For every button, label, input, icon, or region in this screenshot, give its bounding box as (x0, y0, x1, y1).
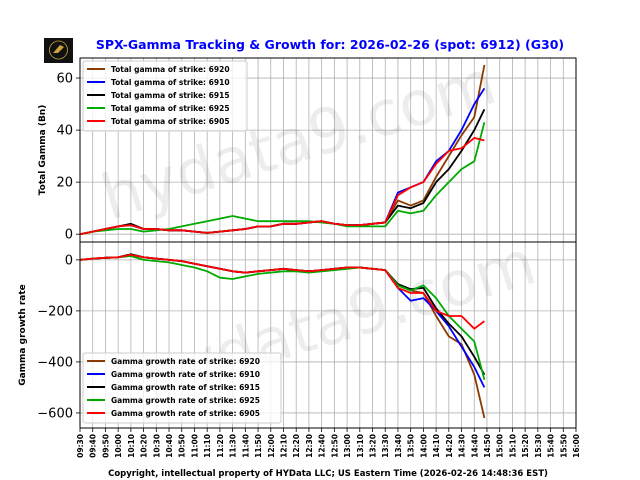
x-tick-label: 11:50 (254, 434, 263, 458)
series-line-6925 (79, 255, 486, 381)
x-tick-label: 15:00 (496, 434, 505, 458)
x-tick-label: 13:30 (381, 434, 390, 458)
series-line-6905 (79, 253, 485, 330)
legend-frame (82, 352, 282, 424)
x-tick-label: 13:10 (356, 434, 365, 458)
legend-label-6920: Total gamma of strike: 6920 (111, 65, 230, 74)
x-tick-label: 13:50 (407, 434, 416, 458)
x-tick-label: 11:10 (203, 434, 212, 458)
legend-label-6915: Gamma growth rate of strike: 6915 (111, 383, 260, 392)
x-tick-label: 11:30 (229, 434, 238, 458)
x-tick-label: 15:30 (534, 434, 543, 458)
y-tick-label: −400 (37, 355, 73, 370)
x-tick-label: 15:40 (547, 434, 556, 458)
x-tick-label: 12:30 (305, 434, 314, 458)
legend-label-6925: Total gamma of strike: 6925 (111, 104, 230, 113)
x-tick-label: 14:20 (445, 434, 454, 458)
x-tick-label: 09:50 (101, 434, 110, 458)
logo (44, 38, 73, 63)
x-tick-label: 12:50 (330, 434, 339, 458)
y-tick-label: 0 (65, 228, 73, 243)
plot-frame (79, 241, 577, 429)
footer-copyright: Copyright, intellectual property of HYDa… (108, 469, 548, 479)
x-tick-label: 14:10 (432, 434, 441, 458)
x-tick-label: 11:00 (190, 434, 199, 458)
legend-label-6905: Total gamma of strike: 6905 (111, 117, 230, 126)
y-tick-label: −200 (37, 304, 73, 319)
x-tick-label: 13:00 (343, 434, 352, 458)
x-tick-label: 15:20 (521, 434, 530, 458)
x-axis: 09:30 09:40 09:50 10:00 10:10 10:20 10:30 10:40… (76, 428, 581, 458)
x-tick-label: 14:50 (483, 434, 492, 458)
x-tick-label: 12:20 (292, 434, 301, 458)
x-tick-label: 13:20 (369, 434, 378, 458)
x-tick-label: 14:30 (458, 434, 467, 458)
series-line-6905 (79, 136, 485, 236)
x-tick-label: 10:10 (127, 434, 136, 458)
x-tick-label: 15:10 (508, 434, 517, 458)
y-tick-label: 0 (65, 253, 73, 268)
legend-label-6905: Gamma growth rate of strike: 6905 (111, 409, 260, 418)
legend-frame (82, 60, 248, 132)
series-line-6925 (79, 122, 486, 236)
x-tick-label: 15:50 (559, 434, 568, 458)
x-tick-label: 11:20 (216, 434, 225, 458)
y-tick-label: 60 (56, 72, 73, 87)
y-tick-label: −600 (37, 406, 73, 421)
y-tick-label: 20 (56, 176, 73, 191)
x-tick-label: 09:40 (89, 434, 98, 458)
x-tick-label: 14:00 (419, 434, 428, 458)
x-tick-label: 10:30 (152, 434, 161, 458)
x-tick-label: 16:00 (572, 434, 581, 458)
chart-title: SPX-Gamma Tracking & Growth for: 2026-02… (96, 37, 564, 52)
x-tick-label: 10:50 (178, 434, 187, 458)
y-axis-label: Total Gamma (Bn) (38, 105, 48, 196)
legend-label-6910: Gamma growth rate of strike: 6910 (111, 370, 260, 379)
x-tick-label: 14:40 (470, 434, 479, 458)
legend-label-6925: Gamma growth rate of strike: 6925 (111, 396, 260, 405)
x-tick-label: 12:00 (267, 434, 276, 458)
legend-label-6910: Total gamma of strike: 6910 (111, 78, 230, 87)
legend: Gamma growth rate of strike: 6920 Gamma g… (82, 352, 282, 424)
x-tick-label: 09:30 (76, 434, 85, 458)
x-tick-label: 10:20 (140, 434, 149, 458)
x-tick-label: 11:40 (241, 434, 250, 458)
x-tick-label: 12:10 (279, 434, 288, 458)
y-tick-label: 40 (56, 124, 73, 139)
legend-label-6915: Total gamma of strike: 6915 (111, 91, 230, 100)
x-tick-label: 12:40 (318, 434, 327, 458)
x-tick-label: 10:00 (114, 434, 123, 458)
y-axis-label: Gamma growth rate (18, 284, 28, 386)
x-tick-label: 10:40 (165, 434, 174, 458)
x-tick-label: 13:40 (394, 434, 403, 458)
legend: Total gamma of strike: 6920 Total gamma o… (82, 60, 248, 132)
legend-label-6920: Gamma growth rate of strike: 6920 (111, 357, 260, 366)
